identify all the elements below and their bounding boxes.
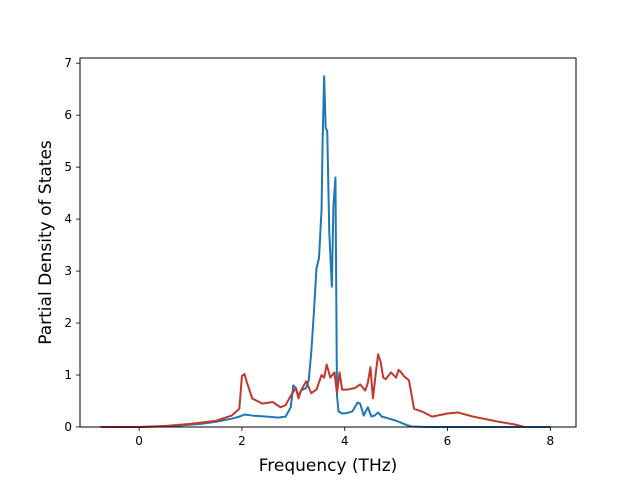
x-axis-ticks: 0 2 4 6 8 bbox=[135, 427, 554, 448]
series-line-2 bbox=[100, 353, 525, 428]
x-tick-label: 8 bbox=[546, 434, 554, 448]
y-tick-label: 2 bbox=[64, 316, 72, 330]
y-tick-label: 7 bbox=[64, 56, 72, 70]
y-tick-label: 0 bbox=[64, 420, 72, 434]
x-tick-label: 2 bbox=[238, 434, 246, 448]
x-axis-label: Frequency (THz) bbox=[259, 456, 398, 476]
y-tick-label: 6 bbox=[64, 108, 72, 122]
y-tick-label: 5 bbox=[64, 160, 72, 174]
series-line-1 bbox=[100, 75, 551, 428]
y-axis-label: Partial Density of States bbox=[36, 140, 56, 345]
x-tick-label: 6 bbox=[444, 434, 452, 448]
y-tick-label: 3 bbox=[64, 264, 72, 278]
x-tick-label: 0 bbox=[135, 434, 143, 448]
plot-area-frame bbox=[79, 57, 577, 428]
plot-lines bbox=[100, 75, 551, 428]
y-tick-label: 1 bbox=[64, 368, 72, 382]
x-tick-label: 4 bbox=[341, 434, 349, 448]
y-tick-label: 4 bbox=[64, 212, 72, 226]
y-axis-ticks: 0 1 2 3 4 5 6 7 bbox=[64, 56, 80, 434]
